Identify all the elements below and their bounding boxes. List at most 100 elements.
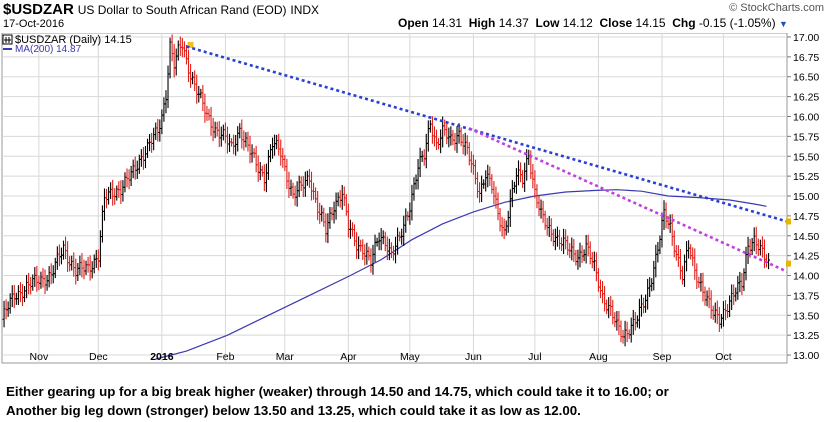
price-bar <box>66 241 70 273</box>
price-bar <box>115 185 119 201</box>
price-bar <box>408 202 412 225</box>
price-bar <box>639 294 643 317</box>
price-bar <box>68 256 72 272</box>
price-bar <box>275 134 279 150</box>
price-bar <box>39 271 43 289</box>
price-bar <box>373 234 377 263</box>
price-bar <box>283 154 287 171</box>
price-bar <box>549 218 553 242</box>
price-bar <box>277 133 281 156</box>
x-tick-label: Sep <box>653 351 672 363</box>
high-marker <box>187 41 194 48</box>
price-bar <box>211 117 215 142</box>
price-bar <box>76 262 80 281</box>
ma-legend-label: MA(200) 14.87 <box>15 44 82 55</box>
price-bar <box>201 85 205 112</box>
price-bar <box>256 155 260 182</box>
price-bar <box>109 182 113 200</box>
price-bar <box>603 286 607 312</box>
price-bar <box>644 294 648 313</box>
price-bar <box>521 170 525 188</box>
price-bar <box>555 226 559 247</box>
price-bar <box>191 71 195 85</box>
trendlines <box>186 45 788 273</box>
price-bar <box>35 265 39 292</box>
price-bar <box>244 132 248 148</box>
plot-frame <box>1 33 788 364</box>
price-bar <box>730 284 734 311</box>
high-value: 14.37 <box>498 16 529 30</box>
price-bar <box>289 179 293 196</box>
price-bar <box>490 174 494 194</box>
price-bar <box>576 249 580 270</box>
symbol-description: US Dollar to South African Rand (EOD) <box>77 3 287 17</box>
price-bar <box>613 312 617 328</box>
price-bar <box>55 246 59 270</box>
price-bar <box>166 65 170 109</box>
open-label: Open <box>398 16 429 30</box>
price-bar <box>268 144 272 163</box>
price-bar <box>467 142 471 166</box>
x-tick-label: Jun <box>465 351 482 363</box>
chart-caption: Either gearing up for a big break higher… <box>6 382 822 420</box>
brand-link[interactable]: © StockCharts.com <box>729 2 824 14</box>
y-tick-label: 15.75 <box>793 131 819 143</box>
triangle-down-icon[interactable]: ▼ <box>778 19 788 29</box>
x-tick-label: Jul <box>528 351 541 363</box>
price-bar <box>125 168 129 188</box>
price-bar <box>234 134 238 156</box>
y-tick-label: 14.25 <box>793 251 819 263</box>
y-tick-label: 14.50 <box>793 231 819 243</box>
price-bar <box>625 321 629 343</box>
price-bar <box>314 187 318 203</box>
price-bar <box>674 245 678 261</box>
price-bar <box>154 122 158 140</box>
price-bar <box>412 177 416 201</box>
price-bar <box>398 231 402 242</box>
price-bar <box>84 260 88 276</box>
last-price-marker <box>786 260 791 267</box>
price-bar <box>656 241 660 263</box>
price-bar <box>435 129 439 151</box>
y-tick-label: 15.00 <box>793 191 819 203</box>
price-bar <box>369 248 373 273</box>
price-bar <box>377 232 381 251</box>
open-value: 14.31 <box>432 16 463 30</box>
price-bar <box>33 267 37 287</box>
y-tick-label: 13.75 <box>793 290 819 302</box>
price-bar <box>371 244 375 275</box>
price-bar <box>553 228 557 251</box>
price-bar <box>635 315 639 328</box>
price-bar <box>137 154 141 174</box>
price-bar <box>207 108 211 121</box>
y-tick-label: 16.00 <box>793 111 819 123</box>
price-bar <box>695 263 699 289</box>
price-bar <box>209 106 213 136</box>
price-bar <box>619 320 623 343</box>
price-bar <box>340 184 344 210</box>
y-axis: 17.00 16.75 16.50 16.25 16.00 15.75 15.50 15.25… <box>786 33 819 362</box>
price-bar <box>566 235 570 256</box>
price-bar <box>45 275 49 291</box>
price-bar <box>605 299 609 315</box>
x-axis: Nov Dec 2016 Feb Mar Apr May Jun Jul Aug Sep Oct <box>30 351 732 363</box>
price-bar <box>391 245 395 261</box>
price-bar <box>248 135 252 164</box>
price-bar <box>473 159 477 185</box>
price-bar <box>422 149 426 166</box>
grid-lines <box>1 33 788 364</box>
price-bar <box>221 124 225 141</box>
price-bar <box>451 130 455 146</box>
price-bar <box>174 48 178 76</box>
y-tick-label: 13.00 <box>793 350 819 362</box>
price-bar <box>588 241 592 265</box>
price-bar <box>88 255 92 281</box>
price-bar <box>678 248 682 280</box>
price-bar <box>713 302 717 323</box>
price-bar <box>146 138 150 159</box>
price-bar <box>746 236 750 265</box>
price-bar <box>307 169 311 189</box>
ma200-path <box>155 189 767 360</box>
close-label: Close <box>599 16 633 30</box>
price-bar <box>330 207 334 221</box>
